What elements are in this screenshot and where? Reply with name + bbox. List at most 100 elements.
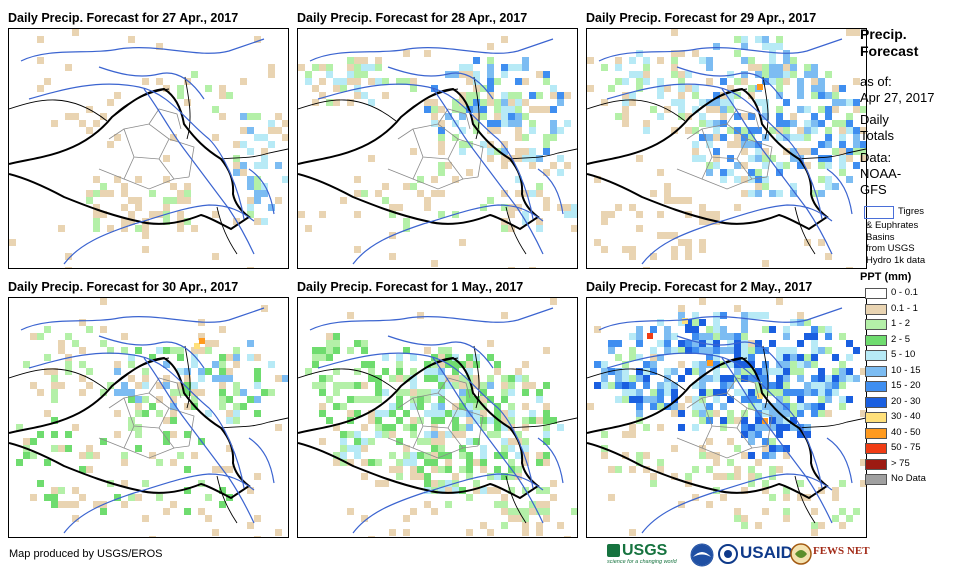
precip-cell (438, 438, 445, 445)
precip-cell (622, 382, 629, 389)
admin-line (457, 407, 484, 447)
precip-cell (494, 424, 501, 431)
border-line (587, 368, 686, 391)
precip-cell (191, 71, 198, 78)
precip-cell (100, 211, 107, 218)
precip-cell (853, 347, 860, 354)
precip-cell (254, 176, 261, 183)
admin-line (397, 397, 414, 409)
precip-cell (636, 71, 643, 78)
precip-cell (107, 99, 114, 106)
precip-cell (79, 375, 86, 382)
precip-cell (713, 120, 720, 127)
precip-cell (466, 403, 473, 410)
precip-cell (170, 396, 177, 403)
border-line (509, 148, 577, 160)
precip-cell (776, 375, 783, 382)
precip-cell (347, 431, 354, 438)
precip-cell (452, 368, 459, 375)
precip-cell (657, 459, 664, 466)
precip-cell (776, 417, 783, 424)
precip-cell (643, 267, 650, 268)
precip-cell (522, 375, 529, 382)
precip-cell (657, 169, 664, 176)
legend-item: 2 - 5 (860, 333, 965, 349)
precip-cell (741, 127, 748, 134)
precip-cell (741, 312, 748, 319)
fews-logo: FEWS NET (790, 541, 870, 571)
precip-cell (825, 106, 832, 113)
precip-cell (601, 64, 608, 71)
precip-cell (233, 410, 240, 417)
admin-line (701, 156, 753, 190)
precip-cell (671, 57, 678, 64)
legend-item: 40 - 50 (860, 426, 965, 442)
precip-cell (340, 382, 347, 389)
precip-cell (657, 232, 664, 239)
precip-cell (622, 389, 629, 396)
precip-cell (664, 183, 671, 190)
precip-cell (543, 459, 550, 466)
precip-cell (508, 487, 515, 494)
precip-cell (706, 389, 713, 396)
precip-cell (501, 424, 508, 431)
precip-cell (226, 375, 233, 382)
precip-cell (438, 134, 445, 141)
precip-cell (706, 466, 713, 473)
precip-cell (818, 368, 825, 375)
precip-cell (459, 71, 466, 78)
precip-cell (727, 438, 734, 445)
precip-cell (438, 127, 445, 134)
precip-cell (219, 403, 226, 410)
precip-cell (368, 396, 375, 403)
precip-cell (536, 71, 543, 78)
basin-label: Hydro 1k data (866, 254, 926, 266)
precip-cell (860, 141, 866, 148)
precip-cell (410, 78, 417, 85)
precip-cell (699, 410, 706, 417)
precip-cell (347, 64, 354, 71)
precip-cell (748, 396, 755, 403)
precip-cell (713, 155, 720, 162)
precip-cell (163, 508, 170, 515)
precip-cell (790, 155, 797, 162)
precip-cell (650, 361, 657, 368)
precip-cell (762, 361, 769, 368)
admin-line (457, 138, 484, 178)
precip-cell (128, 218, 135, 225)
precip-cell (361, 515, 368, 522)
precip-cell (107, 347, 114, 354)
precip-cell (832, 494, 839, 501)
precip-cell (37, 333, 44, 340)
precip-cell (445, 459, 452, 466)
precip-cell (692, 403, 699, 410)
precip-cell (417, 417, 424, 424)
precip-cell (72, 29, 79, 36)
precip-cell (100, 389, 107, 396)
precip-cell (762, 326, 769, 333)
precip-cell (727, 99, 734, 106)
precip-cell (156, 494, 163, 501)
precip-cell (198, 333, 205, 340)
precip-cell (184, 508, 191, 515)
precip-cell (720, 78, 727, 85)
precip-cell (382, 410, 389, 417)
precip-cell (79, 452, 86, 459)
precip-cell (389, 431, 396, 438)
precip-cell (748, 403, 755, 410)
precip-cell (536, 389, 543, 396)
precip-cell (347, 99, 354, 106)
precip-cell (622, 113, 629, 120)
precip-cell (396, 417, 403, 424)
precip-cell (438, 431, 445, 438)
precip-cell (466, 71, 473, 78)
precip-cell (529, 382, 536, 389)
admin-boundaries (676, 377, 773, 459)
precip-cell (657, 78, 664, 85)
precip-cell (832, 120, 839, 127)
precip-cell (494, 473, 501, 480)
precip-cell (142, 246, 149, 253)
precip-cell (776, 162, 783, 169)
precip-cell (550, 480, 557, 487)
precip-cell (438, 211, 445, 218)
